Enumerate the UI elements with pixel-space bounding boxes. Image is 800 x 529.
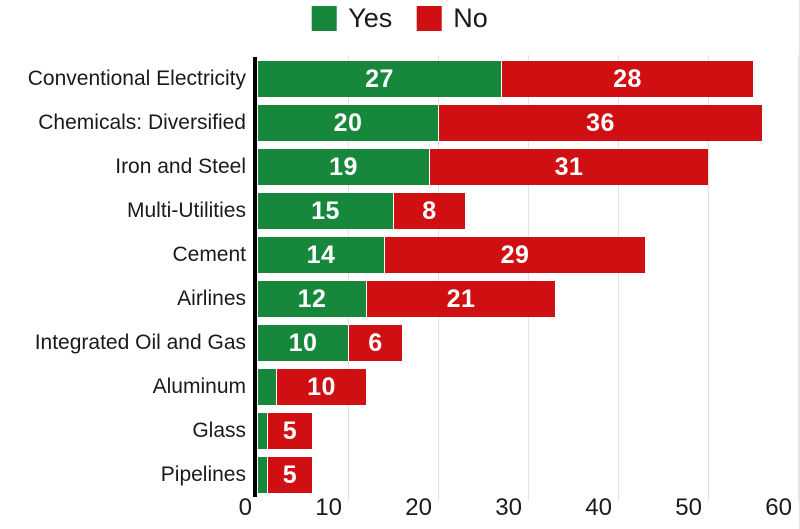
- bar-value-label: 36: [586, 108, 615, 137]
- bar-value-label: 5: [282, 460, 298, 489]
- legend-swatch-yes: [311, 6, 337, 31]
- category-label: Chemicals: Diversified: [38, 111, 246, 134]
- bar-value-label: 31: [554, 152, 584, 181]
- bar-segment-no: 8: [393, 193, 465, 229]
- bar-value-label: 14: [306, 240, 336, 269]
- category-label: Conventional Electricity: [27, 67, 246, 90]
- bar-value-label: 10: [288, 328, 318, 357]
- bar-value-label: 6: [368, 328, 383, 357]
- category-label: Glass: [192, 419, 246, 442]
- x-tick-label: 30: [495, 494, 522, 521]
- bar-segment-yes: [258, 413, 267, 449]
- bar-segment-no: 31: [429, 149, 708, 185]
- bar-value-label: 19: [329, 152, 358, 181]
- bar-segment-no: 21: [366, 281, 555, 317]
- bar-segment-yes: [258, 457, 267, 493]
- bar-segment-yes: 12: [258, 281, 366, 317]
- x-tick-label: 40: [585, 494, 612, 521]
- legend-label-no: No: [453, 3, 488, 33]
- bar-segment-yes: 10: [258, 325, 348, 361]
- bar-value-label: 8: [422, 196, 437, 225]
- bar-segment-no: 28: [501, 61, 753, 97]
- x-tick-label: 0: [238, 494, 252, 521]
- gridline: [618, 55, 619, 501]
- bar-segment-yes: [258, 369, 276, 405]
- x-tick-label: 60: [765, 494, 792, 521]
- category-label: Integrated Oil and Gas: [34, 331, 246, 354]
- category-label: Multi-Utilities: [126, 199, 246, 222]
- bar-segment-no: 5: [267, 457, 312, 493]
- gridline: [438, 55, 439, 501]
- category-label: Pipelines: [160, 463, 246, 486]
- gridline: [708, 55, 709, 501]
- bar-segment-no: 36: [438, 105, 762, 141]
- category-label: Airlines: [177, 287, 246, 310]
- legend-label-yes: Yes: [348, 3, 393, 33]
- gridline: [798, 55, 799, 501]
- x-tick-label: 50: [675, 494, 702, 521]
- bar-segment-yes: 14: [258, 237, 384, 273]
- bar-segment-yes: 19: [258, 149, 429, 185]
- bar-segment-yes: 20: [258, 105, 438, 141]
- legend-swatch-no: [416, 6, 442, 31]
- bar-value-label: 27: [365, 64, 394, 93]
- bar-value-label: 10: [307, 372, 336, 401]
- legend-item-yes: Yes: [311, 3, 392, 34]
- y-axis-line: [253, 57, 257, 497]
- bar-segment-no: 6: [348, 325, 402, 361]
- bar-value-label: 28: [613, 64, 642, 93]
- gridline: [348, 55, 349, 501]
- gridline: [528, 55, 529, 501]
- category-label: Aluminum: [152, 375, 246, 398]
- category-label: Iron and Steel: [115, 155, 246, 178]
- bar-segment-no: 5: [267, 413, 312, 449]
- bar-segment-no: 10: [276, 369, 366, 405]
- bar-value-label: 5: [282, 416, 298, 445]
- legend-item-no: No: [416, 3, 488, 34]
- bar-value-label: 21: [446, 284, 476, 313]
- x-tick-label: 10: [315, 494, 342, 521]
- bar-value-label: 20: [333, 108, 363, 137]
- legend: Yes No: [311, 3, 488, 34]
- bar-segment-no: 29: [384, 237, 645, 273]
- bar-value-label: 15: [311, 196, 340, 225]
- x-tick-label: 20: [405, 494, 432, 521]
- bar-segment-yes: 15: [258, 193, 393, 229]
- bar-segment-yes: 27: [258, 61, 501, 97]
- category-label: Cement: [172, 243, 246, 266]
- bar-value-label: 12: [297, 284, 327, 313]
- bar-value-label: 29: [500, 240, 530, 269]
